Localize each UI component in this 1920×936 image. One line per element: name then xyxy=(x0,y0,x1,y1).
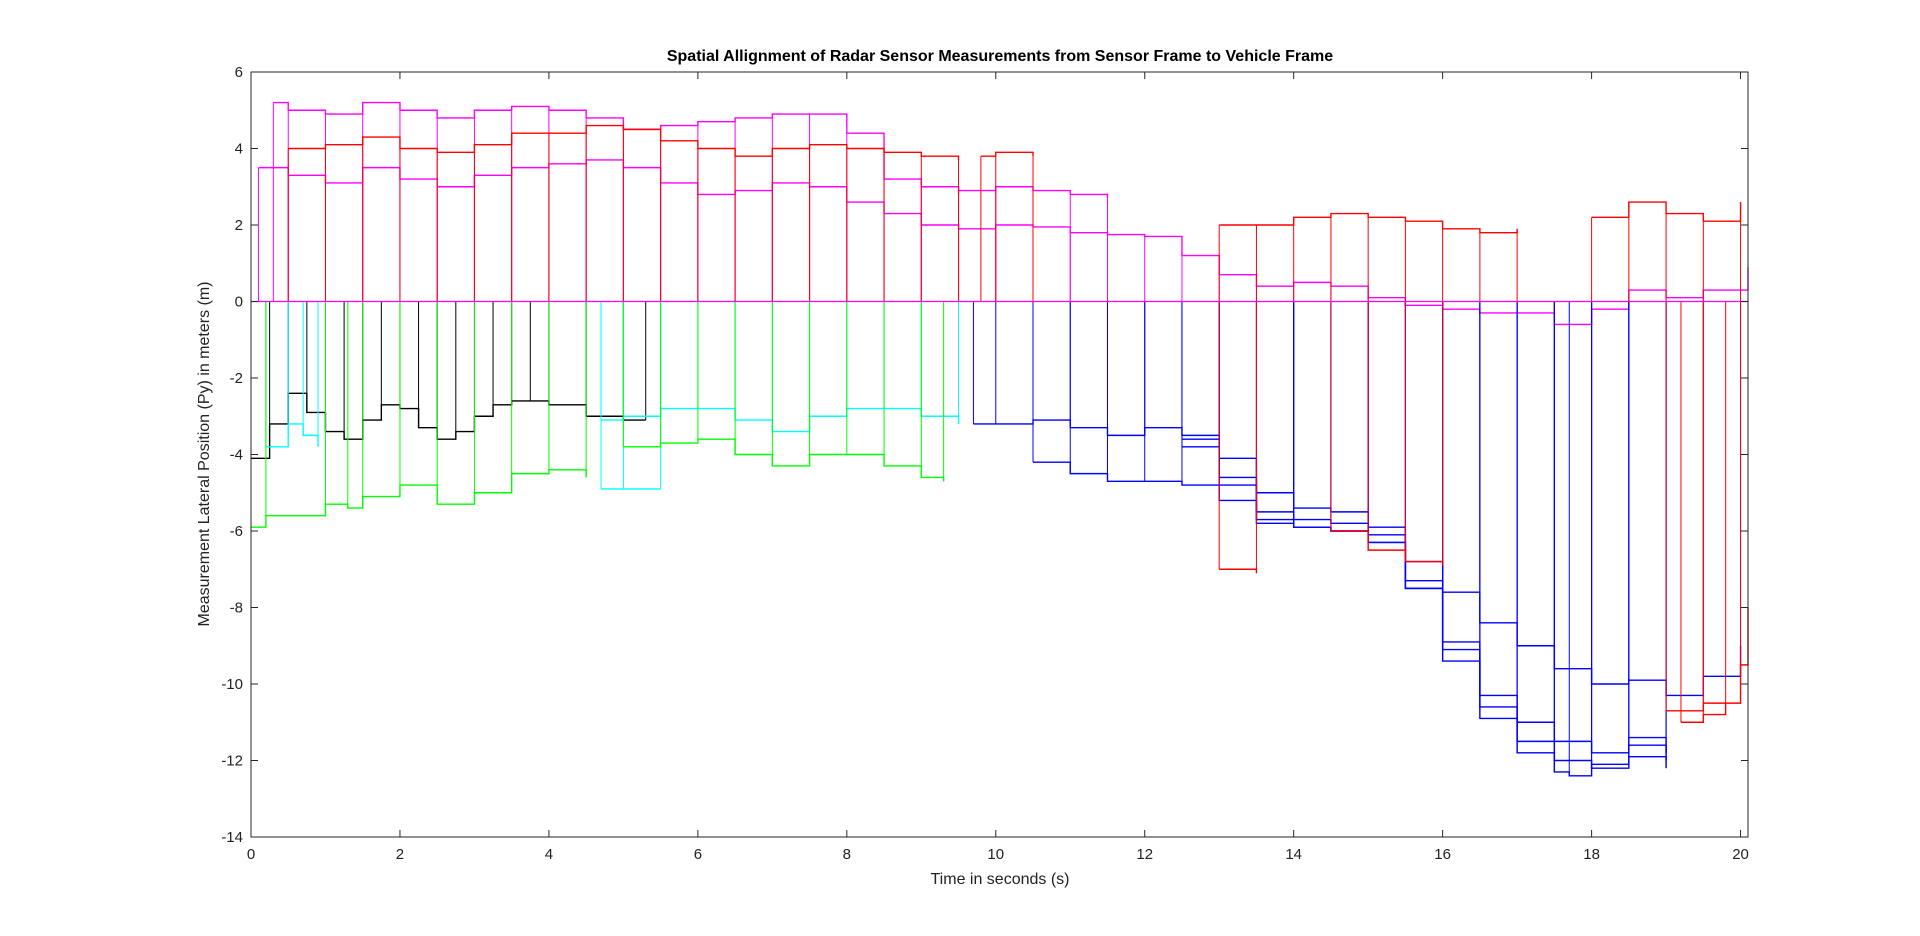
series-18-line xyxy=(1219,568,1258,574)
series-11-line xyxy=(251,469,587,528)
series-layer xyxy=(250,101,1749,777)
series-4-line xyxy=(980,151,1034,157)
series-4 xyxy=(980,151,1034,302)
series-9-line xyxy=(265,423,319,448)
series-3-line xyxy=(288,124,960,160)
series-6-line xyxy=(1591,201,1742,222)
x-tick-label: 12 xyxy=(1136,846,1153,863)
x-tick-label: 18 xyxy=(1583,846,1600,863)
x-tick-label: 8 xyxy=(843,846,851,863)
y-tick-label: 4 xyxy=(235,141,243,158)
series-5 xyxy=(1218,212,1518,302)
y-tick-label: -6 xyxy=(230,523,243,540)
x-axis-ticks: 0 2 4 6 8 10 12 14 16 18 20 xyxy=(247,72,1749,863)
x-tick-label: 20 xyxy=(1732,846,1749,863)
series-3 xyxy=(287,124,960,302)
y-axis-ticks: 6 4 2 0 -2 -4 -6 -8 -10 -12 -14 xyxy=(221,64,1748,846)
plot-area xyxy=(251,72,1748,837)
series-18 xyxy=(1218,301,1258,574)
y-tick-label: -2 xyxy=(230,370,243,387)
y-tick-label: -10 xyxy=(221,676,243,693)
y-tick-label: -8 xyxy=(230,600,243,617)
chart-title: Spatial Allignment of Radar Sensor Measu… xyxy=(667,48,1333,65)
y-axis-label: Measurement Lateral Position (Py) in met… xyxy=(196,282,213,627)
x-tick-label: 10 xyxy=(987,846,1004,863)
series-6 xyxy=(1591,201,1742,302)
series-5-line xyxy=(1219,212,1518,234)
y-tick-label: -12 xyxy=(221,753,243,770)
y-tick-label: 0 xyxy=(235,294,243,311)
y-tick-label: -4 xyxy=(230,447,243,464)
series-20 xyxy=(1680,301,1727,723)
series-1-line xyxy=(273,101,960,195)
x-tick-label: 0 xyxy=(247,846,255,863)
y-tick-label: -14 xyxy=(221,829,243,846)
series-20-line xyxy=(1680,703,1727,723)
series-17 xyxy=(1330,301,1444,566)
x-tick-label: 4 xyxy=(545,846,553,863)
series-17-line xyxy=(1330,530,1444,566)
x-tick-label: 14 xyxy=(1285,846,1302,863)
series-12 xyxy=(622,301,945,482)
series-16-line xyxy=(1181,446,1667,777)
x-tick-label: 2 xyxy=(396,846,404,863)
y-tick-label: 6 xyxy=(235,64,243,81)
y-tick-label: 2 xyxy=(235,217,243,234)
series-11 xyxy=(250,301,587,528)
x-axis-label: Time in seconds (s) xyxy=(931,871,1070,888)
x-tick-label: 16 xyxy=(1434,846,1451,863)
series-12-line xyxy=(623,438,945,482)
x-tick-label: 6 xyxy=(694,846,702,863)
